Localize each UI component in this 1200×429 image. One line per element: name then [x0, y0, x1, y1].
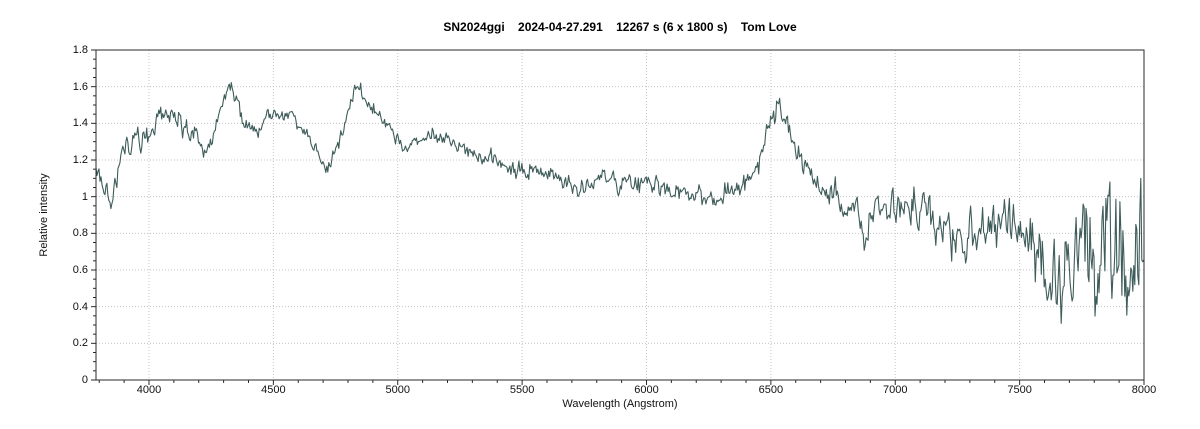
x-tick-label: 4000: [136, 384, 162, 396]
spectrum-line: [95, 82, 1145, 324]
y-tick-label: 0.8: [72, 227, 88, 240]
x-tick-label: 7000: [882, 384, 908, 396]
axis-ticks: [91, 49, 1145, 385]
x-tick-label: 4500: [261, 384, 286, 396]
y-tick-label: 0.2: [72, 337, 88, 350]
x-tick-label: 7500: [1007, 384, 1032, 396]
y-tick-label: 0.4: [72, 300, 88, 313]
y-tick-label: 1: [81, 190, 88, 203]
x-tick-label: 8000: [1131, 384, 1157, 396]
y-tick-label: 0.6: [72, 264, 88, 276]
y-tick-label: 1.6: [72, 80, 88, 93]
x-tick-label: 6000: [634, 384, 659, 396]
x-tick-label: 5000: [385, 384, 410, 396]
y-tick-label: 1.8: [72, 44, 88, 56]
y-tick-label: 1.4: [72, 117, 88, 130]
x-tick-label: 6500: [758, 384, 784, 396]
y-tick-label: 1.2: [72, 154, 88, 166]
x-axis-label: Wavelength (Angstrom): [562, 398, 678, 410]
plot-border: [95, 49, 1145, 381]
y-tick-label: 0: [81, 374, 88, 386]
gridlines: [96, 50, 1144, 380]
y-axis-label: Relative intensity: [38, 173, 50, 257]
x-tick-label: 5500: [509, 384, 535, 396]
chart-title: SN2024ggi 2024-04-27.291 12267 s (6 x 18…: [443, 20, 797, 34]
